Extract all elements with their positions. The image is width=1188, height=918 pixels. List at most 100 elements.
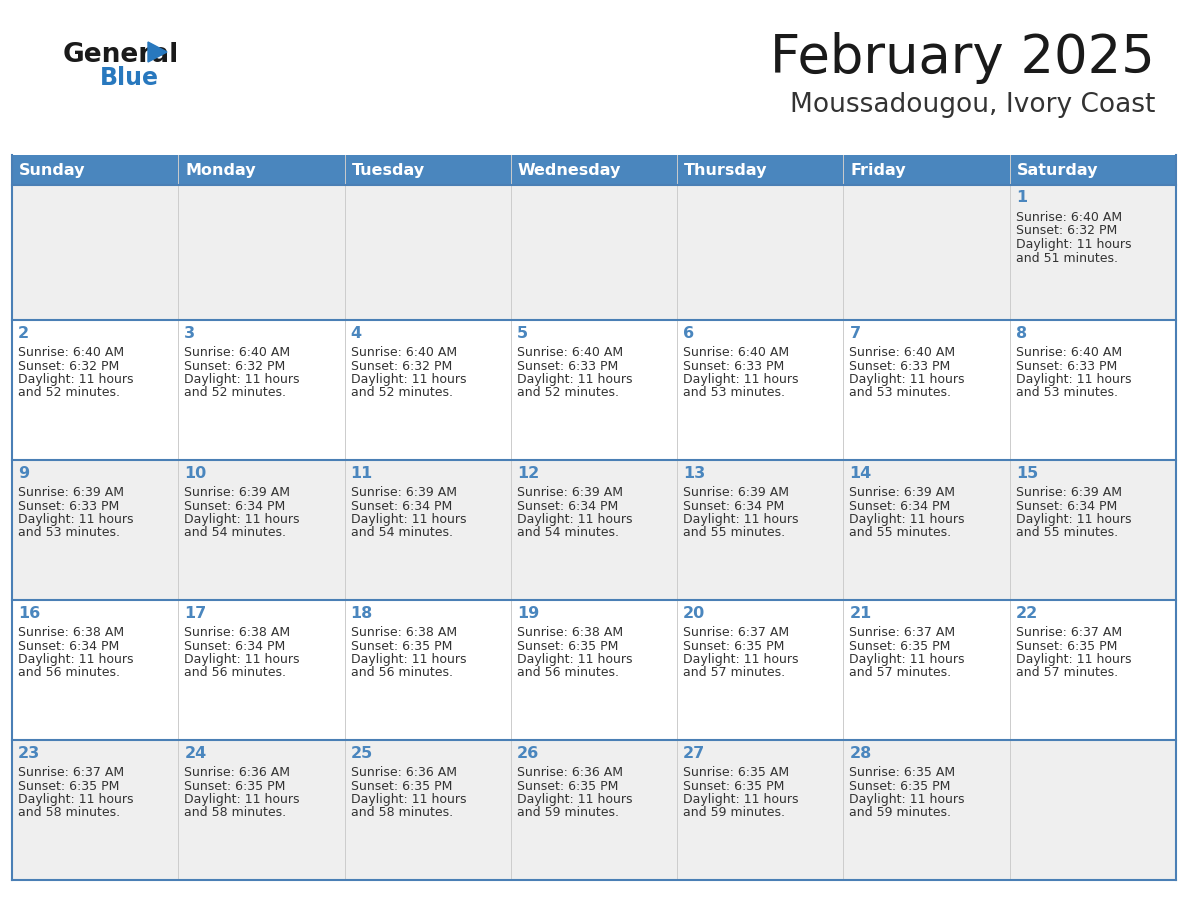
Text: 12: 12 (517, 465, 539, 480)
Text: and 58 minutes.: and 58 minutes. (350, 807, 453, 820)
Text: 15: 15 (1016, 465, 1038, 480)
Text: Daylight: 11 hours: Daylight: 11 hours (350, 653, 466, 666)
Text: Sunset: 6:35 PM: Sunset: 6:35 PM (350, 640, 451, 653)
Text: and 53 minutes.: and 53 minutes. (1016, 386, 1118, 399)
Text: Sunset: 6:35 PM: Sunset: 6:35 PM (517, 779, 618, 792)
Text: and 54 minutes.: and 54 minutes. (517, 527, 619, 540)
Text: and 56 minutes.: and 56 minutes. (350, 666, 453, 679)
Text: 19: 19 (517, 606, 539, 621)
Text: 24: 24 (184, 745, 207, 760)
Text: Sunset: 6:33 PM: Sunset: 6:33 PM (517, 360, 618, 373)
Text: 1: 1 (1016, 191, 1026, 206)
Text: Moussadougou, Ivory Coast: Moussadougou, Ivory Coast (790, 92, 1155, 118)
Text: Sunset: 6:35 PM: Sunset: 6:35 PM (1016, 640, 1117, 653)
Text: Sunset: 6:35 PM: Sunset: 6:35 PM (18, 779, 119, 792)
Text: Sunrise: 6:39 AM: Sunrise: 6:39 AM (350, 486, 456, 499)
Text: Sunset: 6:35 PM: Sunset: 6:35 PM (350, 779, 451, 792)
Text: 5: 5 (517, 326, 527, 341)
Text: Daylight: 11 hours: Daylight: 11 hours (683, 373, 798, 386)
Text: and 53 minutes.: and 53 minutes. (849, 386, 952, 399)
Text: Daylight: 11 hours: Daylight: 11 hours (849, 513, 965, 526)
Text: Sunset: 6:35 PM: Sunset: 6:35 PM (849, 640, 950, 653)
Text: Sunrise: 6:36 AM: Sunrise: 6:36 AM (517, 766, 623, 779)
Text: Daylight: 11 hours: Daylight: 11 hours (1016, 653, 1131, 666)
Text: Daylight: 11 hours: Daylight: 11 hours (18, 653, 133, 666)
Bar (12, 600, 1176, 740)
Text: Daylight: 11 hours: Daylight: 11 hours (1016, 238, 1131, 251)
Bar (12, 155, 1176, 185)
Text: Sunrise: 6:40 AM: Sunrise: 6:40 AM (184, 346, 290, 359)
Text: Daylight: 11 hours: Daylight: 11 hours (18, 513, 133, 526)
Text: Daylight: 11 hours: Daylight: 11 hours (184, 373, 299, 386)
Text: 3: 3 (184, 326, 195, 341)
Text: Daylight: 11 hours: Daylight: 11 hours (350, 373, 466, 386)
Text: and 59 minutes.: and 59 minutes. (683, 807, 785, 820)
Text: Sunrise: 6:39 AM: Sunrise: 6:39 AM (184, 486, 290, 499)
Text: Sunset: 6:32 PM: Sunset: 6:32 PM (350, 360, 451, 373)
Text: and 58 minutes.: and 58 minutes. (18, 807, 120, 820)
Text: Sunset: 6:34 PM: Sunset: 6:34 PM (683, 499, 784, 512)
Text: Daylight: 11 hours: Daylight: 11 hours (184, 793, 299, 806)
Text: Sunset: 6:34 PM: Sunset: 6:34 PM (350, 499, 451, 512)
Text: and 52 minutes.: and 52 minutes. (18, 386, 120, 399)
Text: and 56 minutes.: and 56 minutes. (517, 666, 619, 679)
Text: Monday: Monday (185, 162, 255, 177)
Text: Sunset: 6:35 PM: Sunset: 6:35 PM (683, 779, 784, 792)
Text: Sunset: 6:33 PM: Sunset: 6:33 PM (18, 499, 119, 512)
Text: Saturday: Saturday (1017, 162, 1098, 177)
Text: 9: 9 (18, 465, 30, 480)
Text: Sunset: 6:33 PM: Sunset: 6:33 PM (1016, 360, 1117, 373)
Text: Sunset: 6:35 PM: Sunset: 6:35 PM (683, 640, 784, 653)
Text: Sunset: 6:34 PM: Sunset: 6:34 PM (1016, 499, 1117, 512)
Text: 2: 2 (18, 326, 30, 341)
Text: 23: 23 (18, 745, 40, 760)
Text: Daylight: 11 hours: Daylight: 11 hours (350, 793, 466, 806)
Bar (12, 460, 1176, 600)
Text: Sunset: 6:35 PM: Sunset: 6:35 PM (184, 779, 285, 792)
Text: 10: 10 (184, 465, 207, 480)
Text: 27: 27 (683, 745, 706, 760)
Text: Daylight: 11 hours: Daylight: 11 hours (517, 513, 632, 526)
Text: 20: 20 (683, 606, 706, 621)
Text: and 54 minutes.: and 54 minutes. (350, 527, 453, 540)
Text: Sunrise: 6:38 AM: Sunrise: 6:38 AM (18, 626, 124, 639)
Text: 11: 11 (350, 465, 373, 480)
Text: Sunset: 6:32 PM: Sunset: 6:32 PM (184, 360, 285, 373)
Text: 13: 13 (683, 465, 706, 480)
Text: Sunrise: 6:40 AM: Sunrise: 6:40 AM (849, 346, 955, 359)
Text: and 55 minutes.: and 55 minutes. (683, 527, 785, 540)
Text: Sunset: 6:32 PM: Sunset: 6:32 PM (18, 360, 119, 373)
Text: Sunday: Sunday (19, 162, 86, 177)
Text: 22: 22 (1016, 606, 1038, 621)
Text: Sunset: 6:34 PM: Sunset: 6:34 PM (18, 640, 119, 653)
Text: and 57 minutes.: and 57 minutes. (683, 666, 785, 679)
Text: and 55 minutes.: and 55 minutes. (1016, 527, 1118, 540)
Text: Sunrise: 6:37 AM: Sunrise: 6:37 AM (18, 766, 124, 779)
Text: Sunrise: 6:36 AM: Sunrise: 6:36 AM (184, 766, 290, 779)
Text: Daylight: 11 hours: Daylight: 11 hours (849, 653, 965, 666)
Text: and 54 minutes.: and 54 minutes. (184, 527, 286, 540)
Text: 17: 17 (184, 606, 207, 621)
Text: Sunrise: 6:40 AM: Sunrise: 6:40 AM (1016, 346, 1121, 359)
Text: Daylight: 11 hours: Daylight: 11 hours (1016, 373, 1131, 386)
Text: Sunrise: 6:40 AM: Sunrise: 6:40 AM (1016, 211, 1121, 224)
Text: Sunrise: 6:38 AM: Sunrise: 6:38 AM (517, 626, 623, 639)
Bar (12, 320, 1176, 460)
Text: Sunset: 6:34 PM: Sunset: 6:34 PM (517, 499, 618, 512)
Text: and 51 minutes.: and 51 minutes. (1016, 252, 1118, 264)
Text: and 52 minutes.: and 52 minutes. (517, 386, 619, 399)
Text: Daylight: 11 hours: Daylight: 11 hours (517, 373, 632, 386)
Text: and 59 minutes.: and 59 minutes. (517, 807, 619, 820)
Text: Sunrise: 6:36 AM: Sunrise: 6:36 AM (350, 766, 456, 779)
Text: 26: 26 (517, 745, 539, 760)
Text: and 55 minutes.: and 55 minutes. (849, 527, 952, 540)
Text: Sunset: 6:35 PM: Sunset: 6:35 PM (517, 640, 618, 653)
Text: 18: 18 (350, 606, 373, 621)
Text: Blue: Blue (100, 66, 159, 90)
Text: Sunrise: 6:40 AM: Sunrise: 6:40 AM (683, 346, 789, 359)
Text: and 53 minutes.: and 53 minutes. (18, 527, 120, 540)
Text: Sunrise: 6:40 AM: Sunrise: 6:40 AM (18, 346, 124, 359)
Text: and 58 minutes.: and 58 minutes. (184, 807, 286, 820)
Text: and 53 minutes.: and 53 minutes. (683, 386, 785, 399)
Text: and 52 minutes.: and 52 minutes. (350, 386, 453, 399)
